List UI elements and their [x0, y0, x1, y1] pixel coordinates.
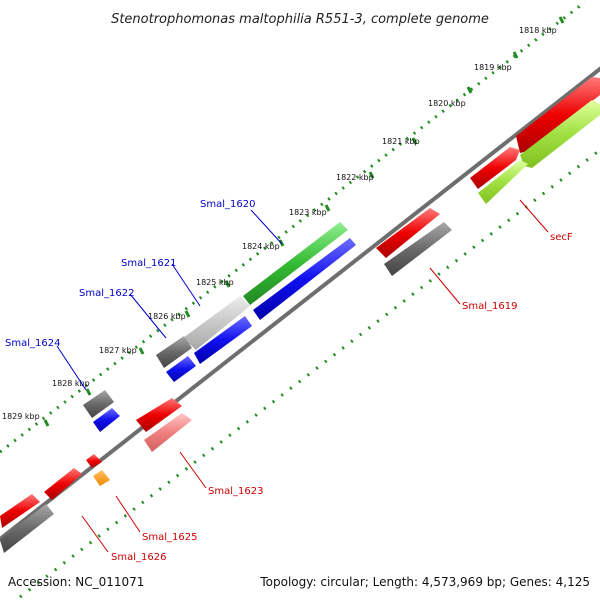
gene-arrow-red-bottom-left[interactable]: [0, 494, 40, 528]
tick-label-1828: 1828 kbp: [52, 379, 90, 388]
outer-tick-ring: [0, 0, 586, 454]
gene-label-secf[interactable]: secF: [550, 232, 573, 243]
tick-label-1825: 1825 kbp: [196, 278, 234, 287]
gene-label-smal-1621[interactable]: Smal_1621: [121, 258, 176, 269]
gene-arrow-smal-1623-pink[interactable]: [144, 413, 192, 452]
leader-lines: [56, 199, 549, 553]
tick-label-1824: 1824 kbp: [242, 242, 280, 251]
gene-label-smal-1624[interactable]: Smal_1624: [5, 338, 60, 349]
gene-arrow-smal-1620[interactable]: [243, 222, 348, 305]
tick-label-1827: 1827 kbp: [99, 346, 137, 355]
gene-label-smal-1625[interactable]: Smal_1625: [142, 532, 197, 543]
gene-label-smal-1619[interactable]: Smal_1619: [462, 301, 517, 312]
gene-arrow-smal-1622[interactable]: [156, 336, 192, 368]
gene-arrow-gray-bottom-left[interactable]: [0, 504, 54, 553]
major-ticks: [43, 16, 565, 427]
map-title: Stenotrophomonas maltophilia R551-3, com…: [111, 12, 489, 27]
gene-label-smal-1622[interactable]: Smal_1622: [79, 288, 134, 299]
gene-arrow-blue-1624[interactable]: [93, 408, 120, 432]
gene-label-smal-1623[interactable]: Smal_1623: [208, 486, 263, 497]
gene-arrow-smal-1621[interactable]: [183, 296, 250, 350]
reverse-strand-genes: [0, 208, 452, 553]
tick-label-1819: 1819 kbp: [474, 63, 512, 72]
genome-summary-text: Topology: circular; Length: 4,573,969 bp…: [259, 575, 590, 589]
gene-arrow-smal-1619-red[interactable]: [376, 208, 440, 258]
forward-strand-genes: [83, 77, 600, 432]
gene-arrow-smal-1626-red[interactable]: [44, 468, 82, 500]
gene-arrow-smal-1624[interactable]: [83, 390, 114, 418]
gene-arrow-smal-1623-red[interactable]: [136, 398, 182, 432]
tick-label-1821: 1821 kbp: [382, 137, 420, 146]
gene-arrow-blue-mid[interactable]: [194, 316, 252, 364]
gene-label-smal-1620[interactable]: Smal_1620: [200, 199, 255, 210]
gene-arrow-red-top-right[interactable]: [516, 77, 600, 153]
accession-text: Accession: NC_011071: [8, 575, 144, 589]
gene-arrow-blue-small[interactable]: [166, 356, 196, 382]
gene-arrow-smal-1625-orange[interactable]: [93, 470, 110, 486]
tick-label-1823: 1823 kbp: [289, 208, 327, 217]
gene-arrow-smal-1619-gray[interactable]: [384, 222, 452, 276]
tick-label-1818: 1818 kbp: [519, 26, 557, 35]
tick-label-1822: 1822 kbp: [336, 173, 374, 182]
tick-label-1826: 1826 kbp: [148, 312, 186, 321]
inner-tick-ring: [19, 148, 600, 599]
gene-label-smal-1626[interactable]: Smal_1626: [111, 552, 166, 563]
tick-label-1829: 1829 kbp: [2, 412, 40, 421]
gene-arrow-smal-1625-red[interactable]: [86, 454, 102, 468]
gene-arrow-red-secf-left[interactable]: [470, 147, 520, 189]
tick-label-1820: 1820 kbp: [428, 99, 466, 108]
gene-arrow-blue-long[interactable]: [253, 238, 356, 320]
gene-arrow-lime-secf-left[interactable]: [478, 160, 528, 204]
tick-labels: 1818 kbp 1819 kbp 1820 kbp 1821 kbp 1822…: [2, 26, 557, 421]
gene-arrow-secf[interactable]: [520, 100, 600, 168]
